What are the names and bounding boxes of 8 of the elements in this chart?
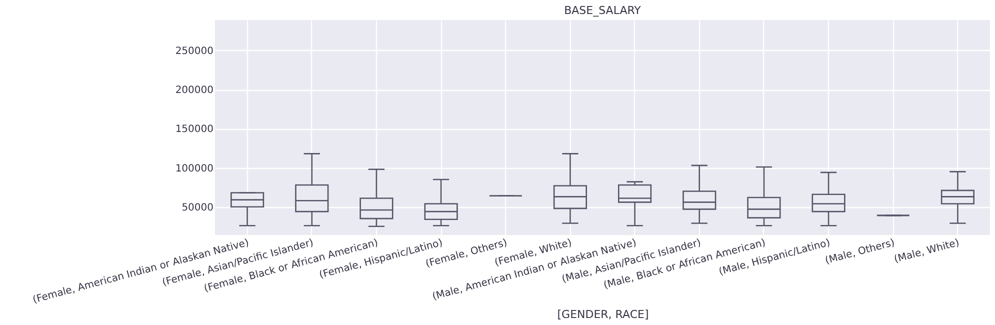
- y-tick-label: 50000: [182, 202, 214, 214]
- y-tick-label: 200000: [175, 85, 214, 96]
- x-axis-title: [GENDER, RACE]: [557, 308, 649, 321]
- y-tick-label: 250000: [175, 46, 214, 57]
- y-tick-label: 150000: [175, 124, 214, 136]
- x-tick-label: (Male, White): [893, 237, 961, 266]
- y-tick-label: 100000: [175, 163, 214, 174]
- chart-title: BASE_SALARY: [564, 4, 642, 17]
